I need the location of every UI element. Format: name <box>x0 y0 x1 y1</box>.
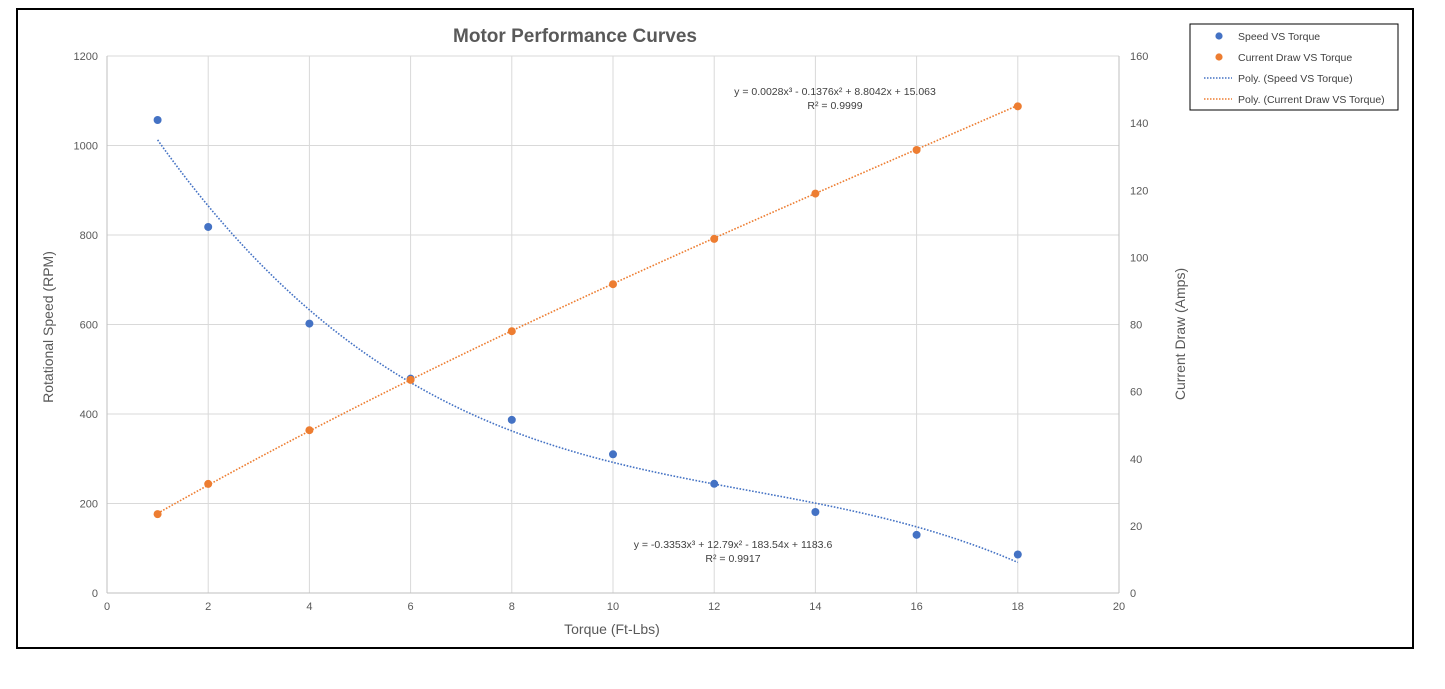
speed-point-4 <box>305 319 314 328</box>
legend-label-speed: Speed VS Torque <box>1238 31 1320 43</box>
y-tick-label-0: 0 <box>92 588 98 600</box>
y2-tick-label-140: 140 <box>1130 118 1148 130</box>
current-point-2 <box>204 479 213 488</box>
speed-point-10 <box>609 450 617 459</box>
chart-title: Motor Performance Curves <box>453 26 697 47</box>
y-tick-label-400: 400 <box>80 409 98 421</box>
x-tick-label-8: 8 <box>509 601 515 613</box>
data-points <box>153 102 1022 559</box>
current-trend-r-squared: R² = 0.9999 <box>807 100 862 112</box>
speed-point-2 <box>204 222 213 231</box>
x-tick-label-0: 0 <box>104 601 110 613</box>
x-tick-label-20: 20 <box>1113 601 1125 613</box>
chart-frame <box>16 8 1414 649</box>
x-tick-label-4: 4 <box>306 601 312 613</box>
current-point-18 <box>1013 102 1022 111</box>
y-tick-label-800: 800 <box>80 230 98 242</box>
current-point-8 <box>507 327 516 336</box>
speed-point-12 <box>710 479 719 488</box>
current-point-16 <box>912 145 921 154</box>
speed-point-1 <box>153 115 162 124</box>
y2-tick-label-100: 100 <box>1130 252 1148 264</box>
y-axis-label: Rotational Speed (RPM) <box>40 251 56 403</box>
x-tick-label-14: 14 <box>809 601 821 613</box>
x-tick-label-18: 18 <box>1012 601 1024 613</box>
y2-tick-label-0: 0 <box>1130 588 1136 600</box>
current-point-1 <box>153 510 162 519</box>
y-tick-label-1200: 1200 <box>74 51 98 63</box>
current-point-10 <box>609 280 617 289</box>
legend: Speed VS Torque Current Draw VS Torque P… <box>1189 23 1399 111</box>
speed-point-8 <box>507 415 516 424</box>
current-point-12 <box>710 234 719 243</box>
x-tick-label-16: 16 <box>910 601 922 613</box>
y2-axis-label: Current Draw (Amps) <box>1172 268 1188 400</box>
legend-label-speed-trend: Poly. (Speed VS Torque) <box>1238 73 1353 85</box>
speed-point-16 <box>912 530 921 539</box>
y2-tick-label-80: 80 <box>1130 320 1142 332</box>
y2-tick-label-20: 20 <box>1130 521 1142 533</box>
legend-marker-current <box>1215 53 1223 61</box>
axes: 0 2 4 6 8 10 12 14 16 18 2002004006008001000120002… <box>74 51 1149 613</box>
speed-point-14 <box>811 508 820 517</box>
y-tick-label-200: 200 <box>80 499 98 511</box>
x-tick-label-10: 10 <box>607 601 619 613</box>
y2-tick-label-120: 120 <box>1130 185 1148 197</box>
y2-tick-label-60: 60 <box>1130 387 1142 399</box>
legend-box <box>1189 23 1399 111</box>
speed-trend-r-squared: R² = 0.9917 <box>705 553 760 565</box>
current-point-4 <box>305 426 314 435</box>
legend-label-current-trend: Poly. (Current Draw VS Torque) <box>1238 94 1385 106</box>
y-tick-label-1000: 1000 <box>74 141 98 153</box>
y-tick-label-600: 600 <box>80 320 98 332</box>
speed-trendline <box>156 139 1019 564</box>
legend-label-current: Current Draw VS Torque <box>1238 52 1352 64</box>
legend-marker-speed <box>1215 32 1223 40</box>
x-tick-label-2: 2 <box>205 601 211 613</box>
y2-tick-label-160: 160 <box>1130 51 1148 63</box>
speed-point-18 <box>1013 550 1022 559</box>
trendlines <box>156 104 1019 564</box>
current-point-6 <box>406 375 415 384</box>
y2-tick-label-40: 40 <box>1130 454 1142 466</box>
speed-trend-equation: y = -0.3353x³ + 12.79x² - 183.54x + 1183… <box>634 539 833 551</box>
current-trend-equation: y = 0.0028x³ - 0.1376x² + 8.8042x + 15.0… <box>734 86 936 98</box>
current-point-14 <box>811 189 820 198</box>
x-tick-label-12: 12 <box>708 601 720 613</box>
x-axis-label: Torque (Ft-Lbs) <box>564 621 660 637</box>
x-tick-label-6: 6 <box>408 601 414 613</box>
